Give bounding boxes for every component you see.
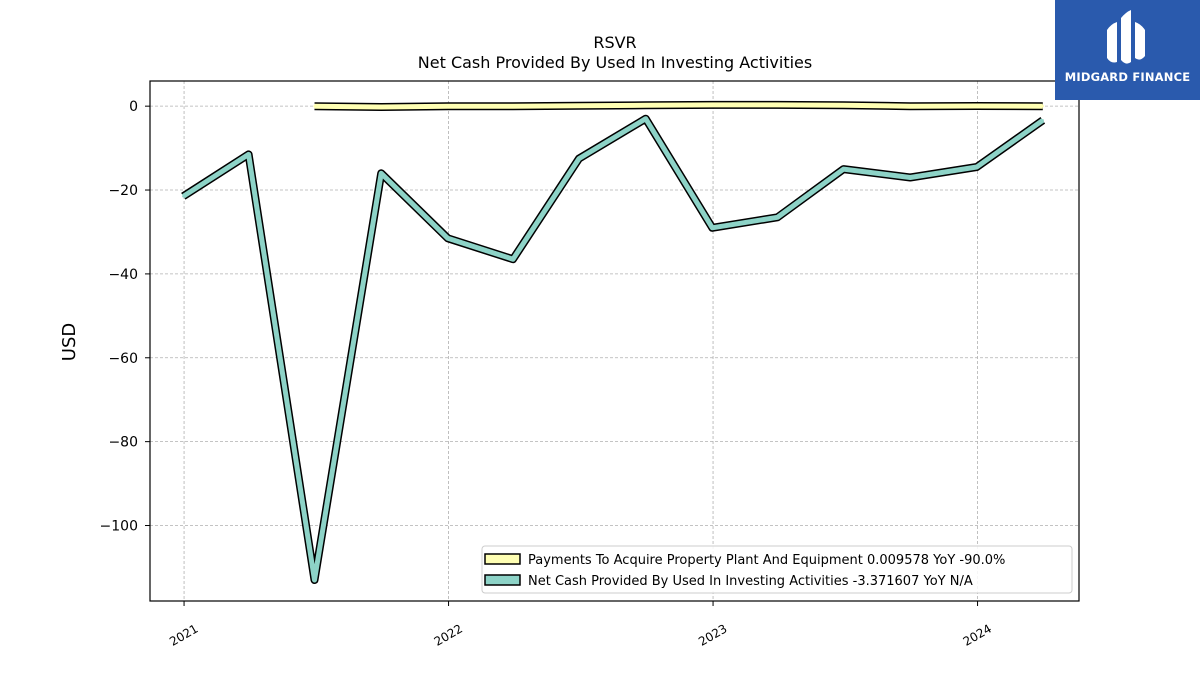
data-point: [711, 103, 714, 107]
legend: Payments To Acquire Property Plant And E…: [481, 545, 1073, 594]
data-point: [975, 104, 979, 108]
data-point: [908, 176, 912, 179]
logo: MIDGARD FINANCE: [1055, 0, 1200, 100]
data-point: [776, 103, 779, 107]
data-point: [1041, 104, 1044, 108]
legend-label: Payments To Acquire Property Plant And E…: [528, 553, 1005, 568]
logo-text: MIDGARD FINANCE: [1064, 70, 1191, 84]
y-tick-label: −80: [108, 435, 138, 451]
data-point: [644, 117, 647, 120]
data-point: [711, 226, 714, 229]
y-axis-label: USD: [59, 323, 80, 361]
data-point: [446, 104, 450, 108]
chart-subtitle: Net Cash Provided By Used In Investing A…: [418, 53, 812, 72]
chart-title: RSVR: [593, 33, 636, 52]
data-point: [182, 195, 185, 198]
legend-swatch: [484, 553, 521, 565]
data-point: [776, 216, 779, 219]
data-point: [379, 105, 383, 109]
legend-swatch: [484, 574, 521, 586]
x-tick-label: 2024: [961, 621, 994, 648]
x-tick-label: 2021: [167, 621, 200, 648]
y-tick-label: −20: [108, 183, 138, 199]
data-point: [842, 167, 845, 171]
data-point: [511, 258, 515, 261]
y-tick-label: −100: [100, 519, 138, 535]
data-point: [577, 104, 581, 107]
data-point: [313, 578, 316, 582]
data-point: [1041, 119, 1044, 122]
y-tick-label: −60: [108, 351, 138, 367]
legend-label: Net Cash Provided By Used In Investing A…: [528, 574, 973, 589]
plot-frame: [149, 80, 1080, 602]
data-point: [446, 237, 450, 240]
y-tick-label: −40: [108, 267, 138, 283]
data-point: [379, 172, 383, 175]
series-line: [181, 116, 1045, 583]
logo-mark-icon: [1107, 10, 1145, 64]
series-line: [314, 102, 1043, 110]
data-point: [247, 153, 250, 156]
data-point: [511, 104, 515, 108]
grid: [150, 81, 1079, 601]
x-tick-label: 2023: [696, 621, 729, 648]
data-point: [577, 157, 581, 160]
data-point: [908, 104, 912, 108]
y-tick-label: 0: [129, 99, 138, 115]
data-point: [313, 104, 316, 108]
data-point: [975, 165, 979, 169]
series-group: [181, 100, 1046, 584]
series-line-outline: [181, 114, 1046, 584]
x-tick-label: 2022: [432, 621, 465, 648]
data-point: [842, 104, 845, 107]
data-point: [644, 104, 647, 107]
legend-box: [481, 545, 1073, 594]
